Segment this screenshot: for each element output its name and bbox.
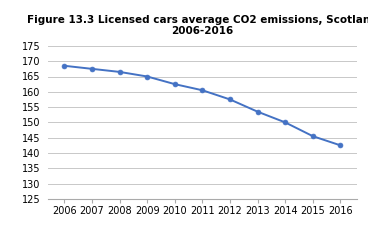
Title: Figure 13.3 Licensed cars average CO2 emissions, Scotland
2006-2016: Figure 13.3 Licensed cars average CO2 em…	[27, 15, 368, 36]
